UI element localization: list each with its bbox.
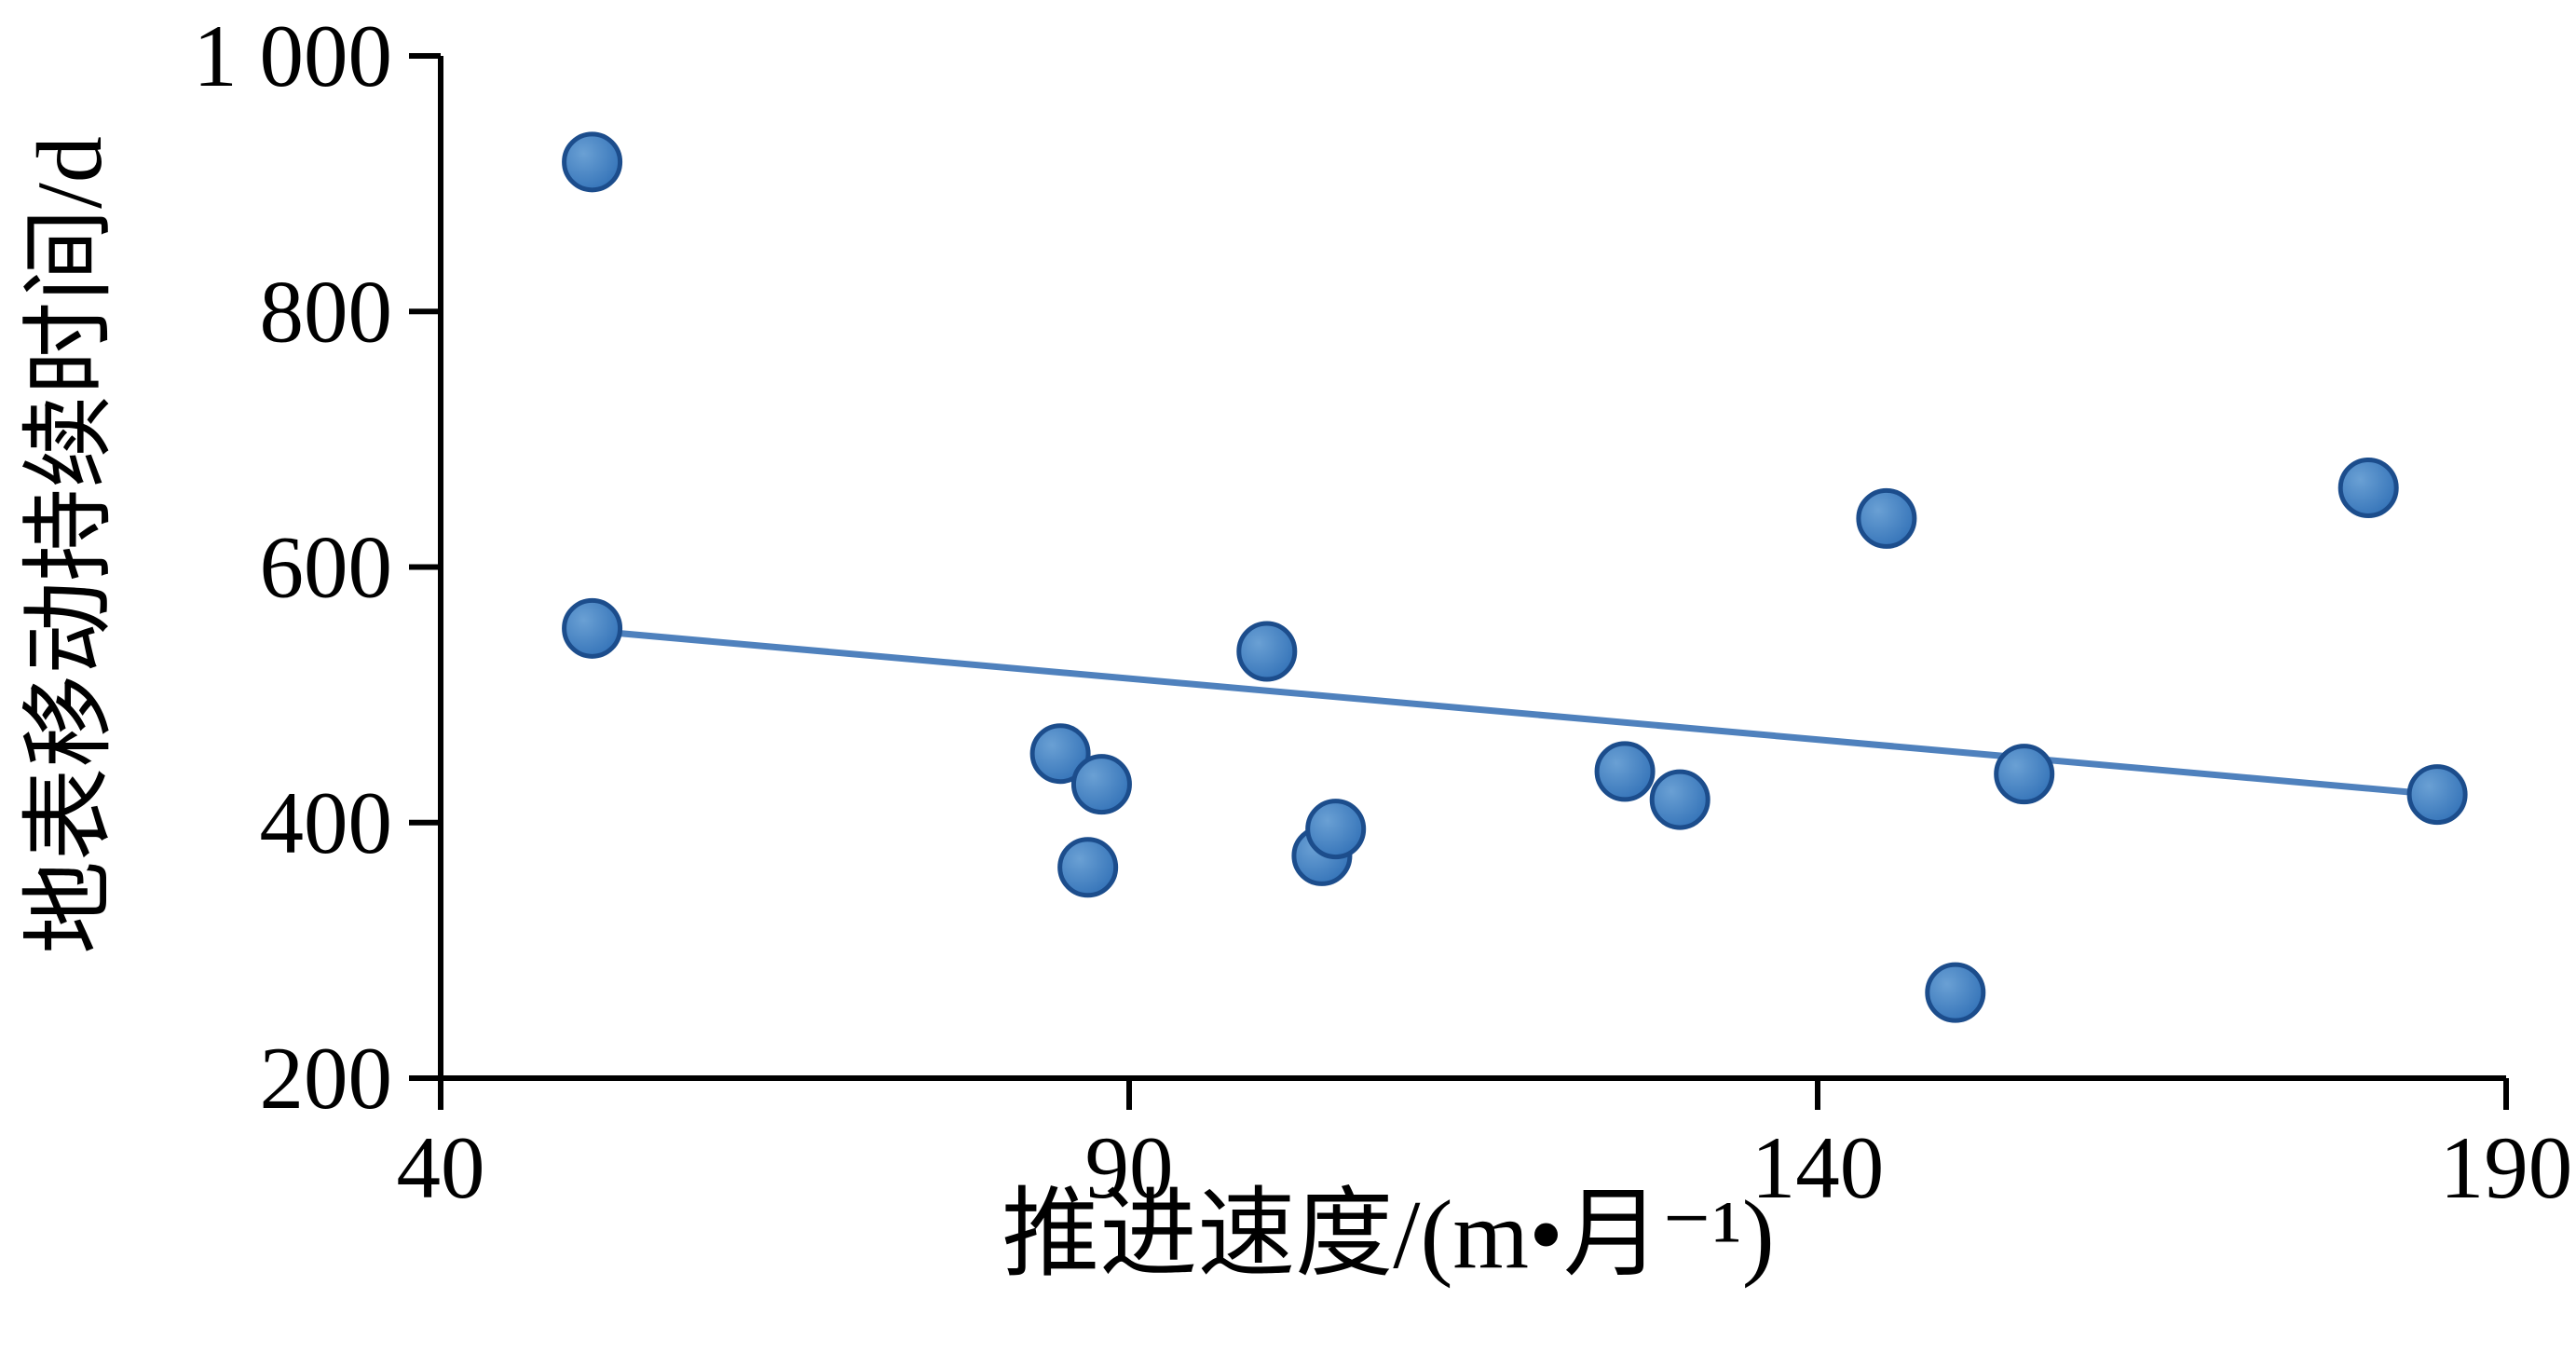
x-tick-label: 140: [1751, 1118, 1885, 1217]
data-point: [1070, 754, 1132, 815]
data-point: [562, 597, 623, 659]
data-point: [1649, 769, 1711, 830]
data-point: [1029, 723, 1091, 785]
x-tick-label: 190: [2440, 1118, 2573, 1217]
trend-line: [575, 626, 2455, 800]
data-point: [1236, 621, 1298, 682]
data-point: [562, 131, 623, 193]
data-point: [1856, 487, 1917, 549]
data-point: [1994, 744, 2055, 805]
data-point: [1305, 799, 1367, 860]
x-tick-label: 90: [1085, 1118, 1174, 1217]
data-point: [1594, 741, 1656, 802]
y-tick-label: 600: [260, 518, 393, 617]
data-point: [2337, 457, 2399, 518]
data-point: [1057, 837, 1119, 898]
y-tick-label: 400: [260, 773, 393, 872]
y-tick-label: 800: [260, 262, 393, 361]
y-tick-label: 200: [260, 1029, 393, 1128]
x-axis-title: 推进速度/(m•月⁻¹): [1002, 1180, 1775, 1289]
y-tick-label: 1 000: [193, 7, 392, 105]
data-point: [1925, 962, 1986, 1023]
y-axis-title: 地表移动持续时间/d: [18, 136, 121, 954]
x-tick-label: 40: [397, 1118, 485, 1217]
data-point: [2406, 764, 2468, 826]
